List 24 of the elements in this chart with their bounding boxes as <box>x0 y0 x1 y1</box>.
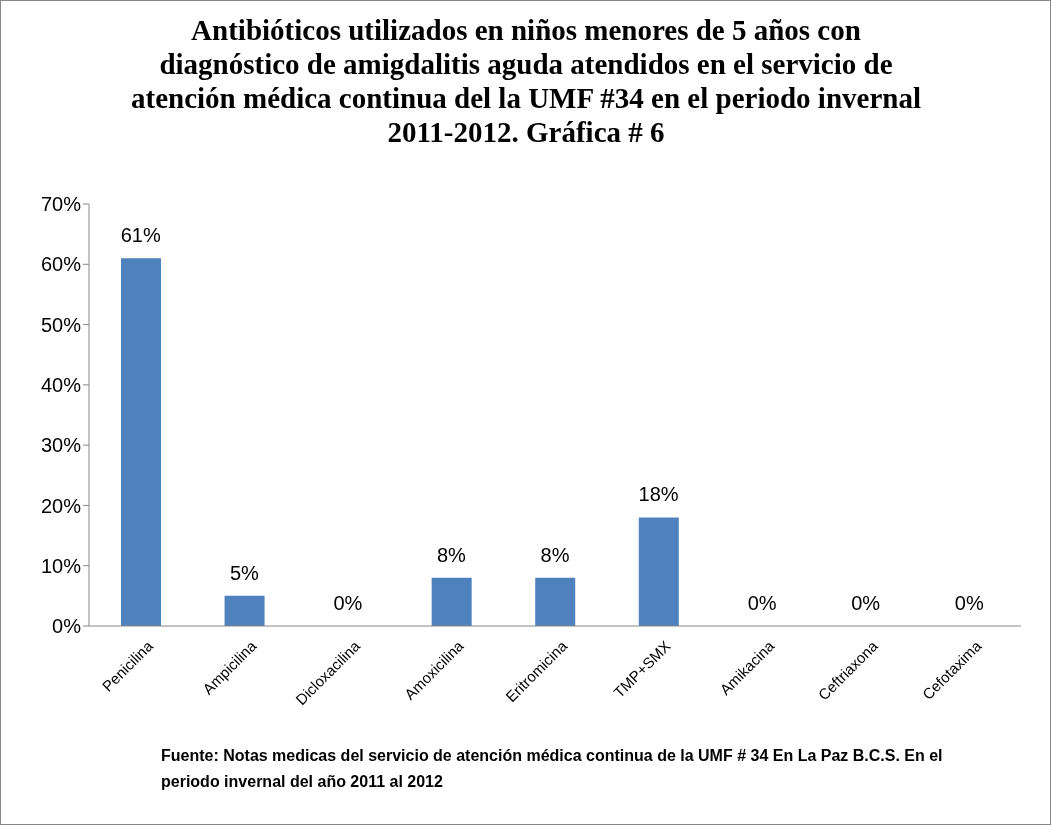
data-label: 61% <box>119 224 162 247</box>
data-label: 8% <box>436 543 467 566</box>
y-tick-label: 10% <box>40 554 82 577</box>
chart-title: Antibióticos utilizados en niños menores de 5 años con diagnóstico de amigdalitis aguda atendidos en el servicio de atención médica continua del la UMF #34 en el periodo invernal 2011-2012. Gráfica # 6 <box>131 13 921 149</box>
data-label: 0% <box>953 592 985 614</box>
y-tick-label: 20% <box>40 494 82 517</box>
y-tick-label: 30% <box>40 434 82 457</box>
data-label: 8% <box>539 543 571 566</box>
y-tick-label: 40% <box>40 373 82 396</box>
bar <box>535 577 576 626</box>
source-note: Fuente: Notas medicas del servicio de atención médica continua de la UMF # 34 En La Paz B.C.S. En el periodo invernal del año 2011 al 2012 <box>161 746 944 792</box>
bar <box>121 258 161 626</box>
data-label: 5% <box>228 561 260 584</box>
y-tick-label: 70% <box>40 193 82 216</box>
data-label: 0% <box>850 592 882 614</box>
y-tick-label: 0% <box>52 615 82 638</box>
bar <box>431 577 472 626</box>
y-tick-label: 60% <box>40 253 82 276</box>
bar <box>638 517 679 626</box>
y-tick-label: 50% <box>40 313 82 336</box>
bar <box>224 595 265 626</box>
data-label: 0% <box>332 592 364 614</box>
data-label: 18% <box>637 483 680 506</box>
data-label: 0% <box>746 592 778 614</box>
